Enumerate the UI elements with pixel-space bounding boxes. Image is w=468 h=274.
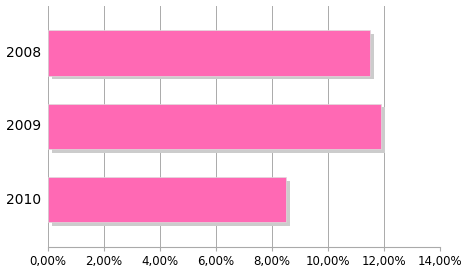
Bar	[48, 177, 286, 222]
Bar	[52, 34, 374, 79]
Bar	[52, 107, 386, 153]
Bar	[48, 104, 381, 149]
Bar	[52, 181, 290, 226]
Bar	[48, 30, 370, 76]
